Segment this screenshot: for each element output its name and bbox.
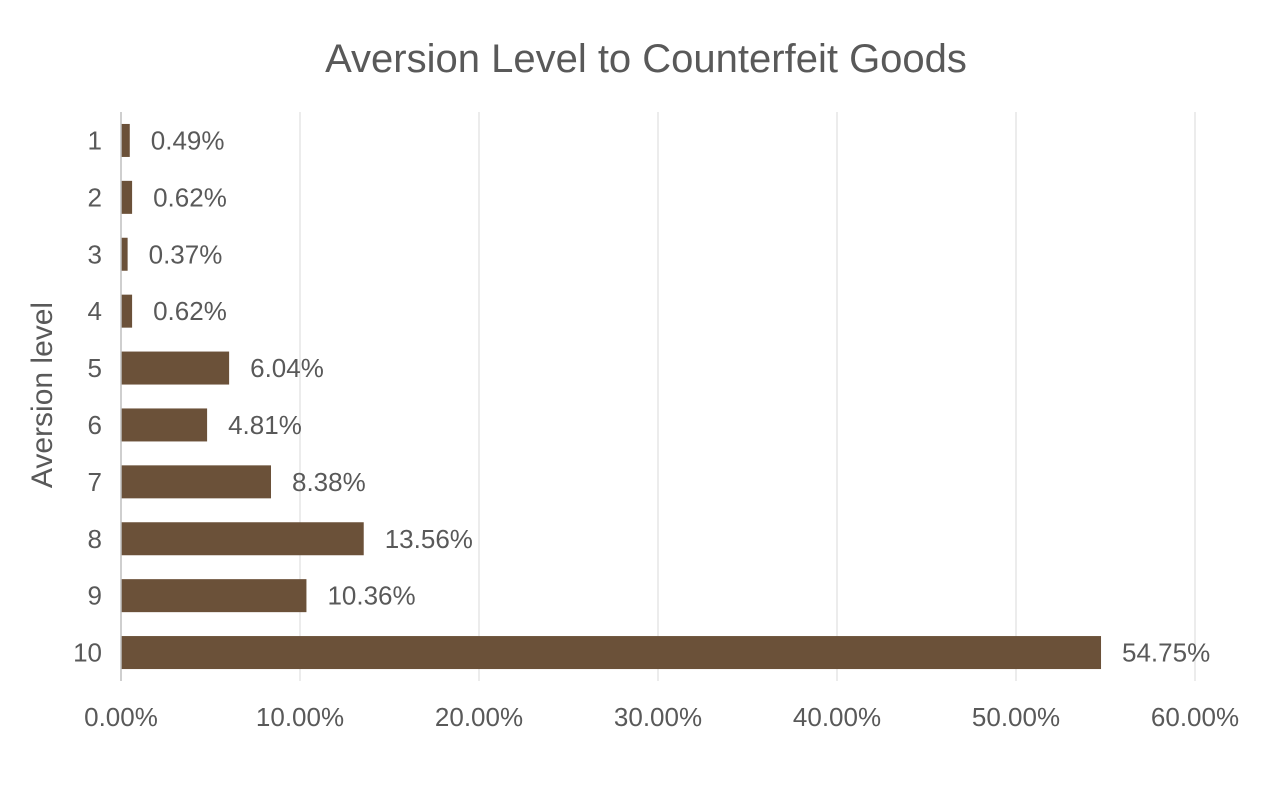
data-label: 0.49% [151,125,225,155]
data-label: 54.75% [1122,638,1210,668]
y-tick-label: 8 [88,524,102,554]
bars [121,123,1102,670]
x-tick-label: 10.00% [256,702,344,732]
y-tick-label: 3 [88,239,102,269]
bar [121,465,272,499]
bar [121,180,133,214]
bar [121,579,307,613]
x-tick-label: 20.00% [435,702,523,732]
x-tick-label: 50.00% [972,702,1060,732]
y-tick-label: 2 [88,182,102,212]
data-label: 0.37% [149,239,223,269]
data-label: 0.62% [153,182,227,212]
chart-title: Aversion Level to Counterfeit Goods [325,37,967,81]
data-label: 13.56% [385,524,473,554]
bar [121,522,364,556]
y-tick-label: 6 [88,410,102,440]
bar [121,636,1102,670]
y-tick-labels: 1 2 3 4 5 6 7 8 9 10 [73,125,102,667]
data-label: 0.62% [153,296,227,326]
x-tick-label: 0.00% [84,702,158,732]
data-labels: 0.49% 0.62% 0.37% 0.62% 6.04% 4.81% 8.38% 13.56… [149,125,1211,667]
x-tick-labels: 0.00% 10.00% 20.00% 30.00% 40.00% 50.00% 60.00… [84,702,1239,732]
bar [121,237,128,271]
x-tick-label: 60.00% [1151,702,1239,732]
y-tick-label: 4 [88,296,102,326]
x-tick-label: 30.00% [614,702,702,732]
y-axis-title: Aversion level [26,302,59,488]
y-tick-label: 7 [88,467,102,497]
data-label: 4.81% [228,410,302,440]
data-label: 6.04% [250,353,324,383]
y-tick-label: 9 [88,581,102,611]
x-tick-label: 40.00% [793,702,881,732]
bar [121,123,130,157]
data-label: 8.38% [292,467,366,497]
bar [121,351,230,385]
bar [121,294,133,328]
gridlines [299,112,1196,681]
y-tick-label: 1 [88,125,102,155]
data-label: 10.36% [327,581,415,611]
y-tick-label: 5 [88,353,102,383]
bar [121,408,208,442]
y-tick-label: 10 [73,638,102,668]
